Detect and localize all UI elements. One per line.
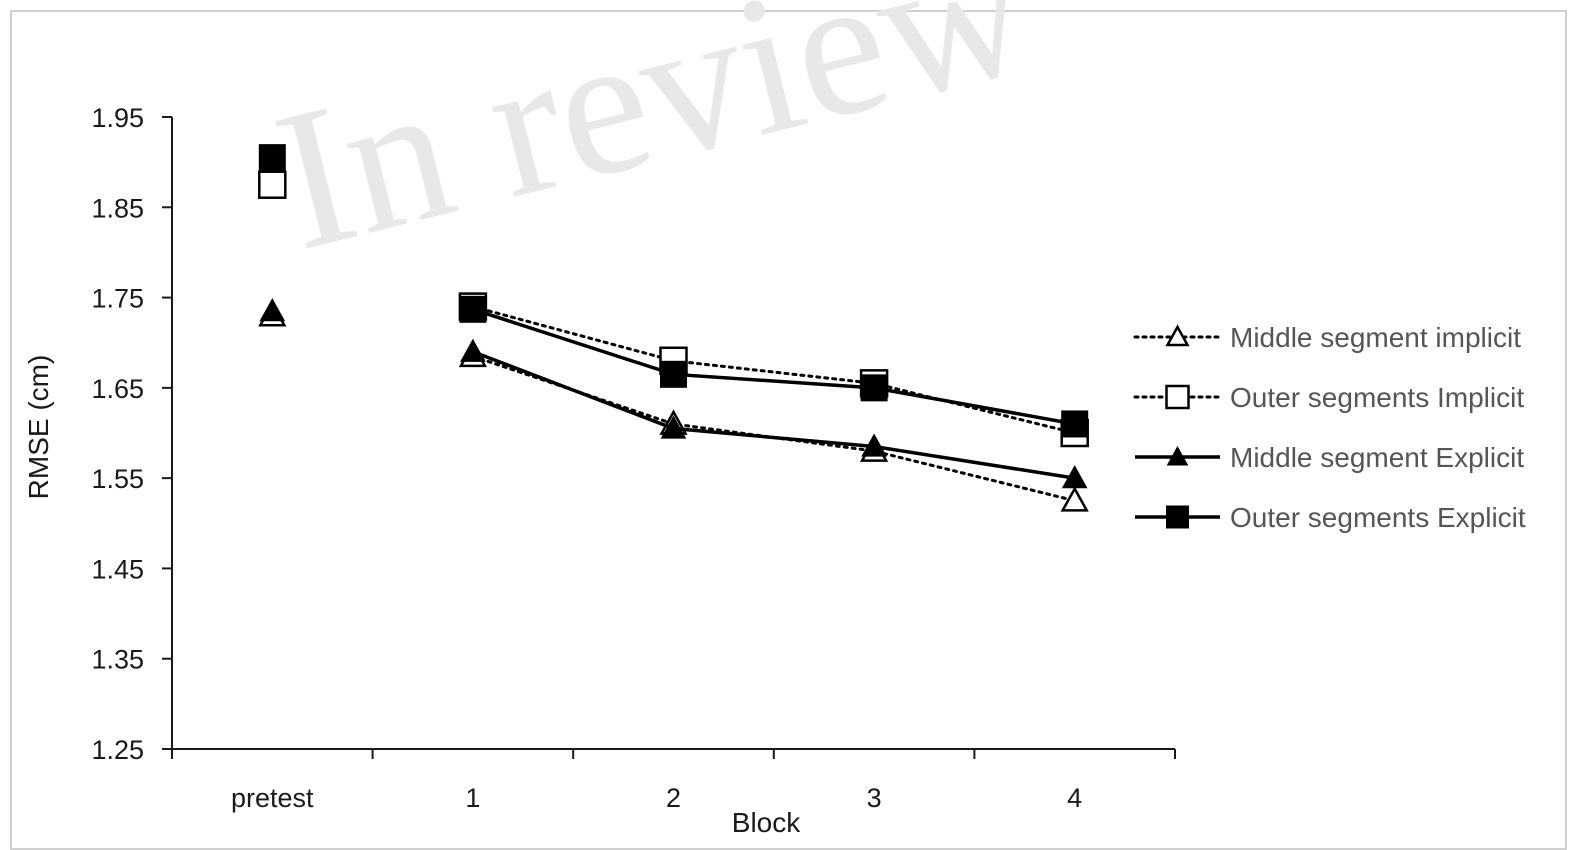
- data-point: [660, 360, 687, 388]
- x-axis-title: Block: [732, 807, 801, 838]
- series-layer: [258, 144, 1089, 512]
- data-point: [1060, 486, 1089, 512]
- data-point: [460, 338, 486, 362]
- legend-marker: [1165, 324, 1190, 347]
- series-middle-segment-implicit: [258, 301, 1089, 512]
- series-middle-segment-explicit: [259, 298, 1088, 489]
- y-tick-label: 1.75: [91, 284, 144, 314]
- y-tick-label: 1.65: [91, 374, 144, 404]
- axes: 1.25 1.35 1.45 1.55 1.65 1.75 1.85 1.95 pretest 1…: [91, 103, 1176, 813]
- data-point: [258, 144, 286, 172]
- y-tick-label: 1.35: [91, 645, 144, 675]
- legend-item: Middle segment implicit: [1133, 322, 1521, 353]
- legend-marker: [1166, 445, 1189, 466]
- x-tick-label: 2: [666, 783, 681, 813]
- legend-label: Middle segment implicit: [1230, 322, 1521, 353]
- legend-label: Outer segments Implicit: [1230, 382, 1524, 413]
- series-line: [471, 354, 1077, 503]
- data-point: [459, 295, 487, 323]
- y-tick-label: 1.85: [91, 193, 144, 223]
- watermark-text: In review: [257, 0, 1049, 293]
- data-point: [259, 298, 286, 322]
- y-tick-label: 1.55: [91, 464, 144, 494]
- y-tick-label: 1.25: [91, 735, 144, 765]
- legend-marker: [1166, 505, 1189, 529]
- y-tick-label: 1.95: [91, 103, 144, 133]
- legend-marker: [1165, 384, 1190, 410]
- x-tick-label: 3: [867, 783, 882, 813]
- x-tick-label: pretest: [231, 783, 314, 813]
- series-line: [471, 305, 1077, 435]
- legend-item: Outer segments Implicit: [1133, 382, 1524, 413]
- legend-item: Outer segments Explicit: [1135, 502, 1526, 533]
- legend: Middle segment implicit Outer segments Im…: [1133, 322, 1526, 533]
- legend-label: Outer segments Explicit: [1230, 502, 1526, 533]
- data-point: [1061, 410, 1089, 438]
- series-outer-segments-explicit: [258, 144, 1089, 438]
- data-point: [1061, 465, 1088, 489]
- data-point: [258, 170, 287, 199]
- series-line: [472, 350, 1075, 480]
- legend-item: Middle segment Explicit: [1135, 442, 1524, 473]
- data-point: [860, 374, 888, 402]
- y-axis-title: RMSE (cm): [23, 355, 54, 500]
- x-tick-label: 1: [465, 783, 480, 813]
- x-tick-label: 4: [1067, 783, 1082, 813]
- legend-label: Middle segment Explicit: [1230, 442, 1524, 473]
- data-point: [660, 415, 687, 439]
- data-point: [861, 433, 887, 457]
- y-tick-label: 1.45: [91, 554, 144, 584]
- series-line: [472, 307, 1076, 426]
